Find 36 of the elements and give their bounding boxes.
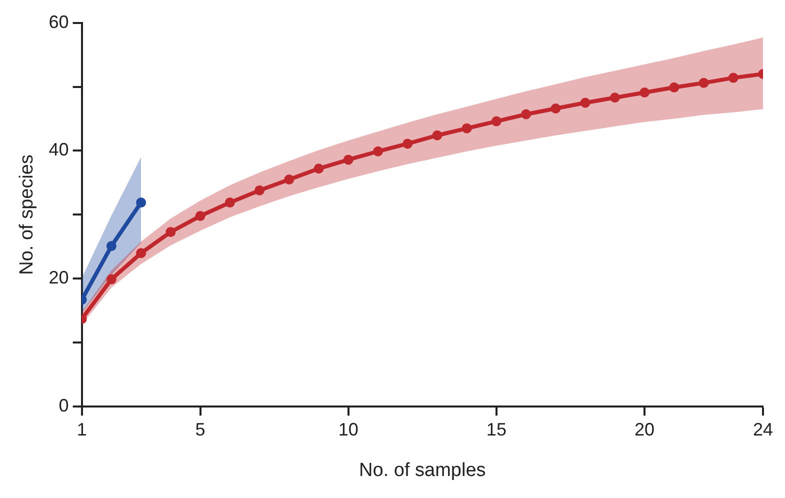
- x-tick-label: 15: [486, 419, 506, 440]
- point: [698, 78, 709, 88]
- point: [432, 130, 442, 140]
- point: [372, 146, 383, 156]
- x-tick-label: 10: [338, 419, 358, 440]
- point: [136, 198, 146, 208]
- point: [343, 154, 354, 165]
- point: [314, 164, 324, 174]
- point: [136, 248, 146, 258]
- point: [462, 123, 472, 134]
- point: [106, 241, 116, 252]
- point: [224, 198, 235, 208]
- x-tick-label: 24: [752, 419, 774, 440]
- y-axis-title: No. of species: [16, 154, 38, 275]
- point: [491, 116, 502, 126]
- point: [550, 104, 561, 114]
- y-tick-label: 40: [48, 140, 69, 160]
- point: [166, 226, 176, 237]
- point: [610, 92, 620, 103]
- y-tick-label: 20: [48, 268, 69, 288]
- point: [254, 185, 265, 196]
- point: [728, 72, 738, 83]
- point: [521, 109, 532, 120]
- point: [284, 174, 294, 185]
- point: [640, 88, 650, 98]
- point: [402, 138, 413, 149]
- x-tick-label: 1: [76, 419, 87, 440]
- y-tick-label: 60: [48, 12, 69, 32]
- x-tick-label: 20: [634, 419, 655, 440]
- point: [669, 82, 680, 92]
- point: [106, 274, 116, 284]
- point: [580, 98, 590, 108]
- point: [195, 210, 206, 221]
- x-tick-label: 5: [195, 419, 206, 440]
- x-axis-title: No. of samples: [359, 460, 486, 481]
- y-tick-label: 0: [58, 396, 69, 416]
